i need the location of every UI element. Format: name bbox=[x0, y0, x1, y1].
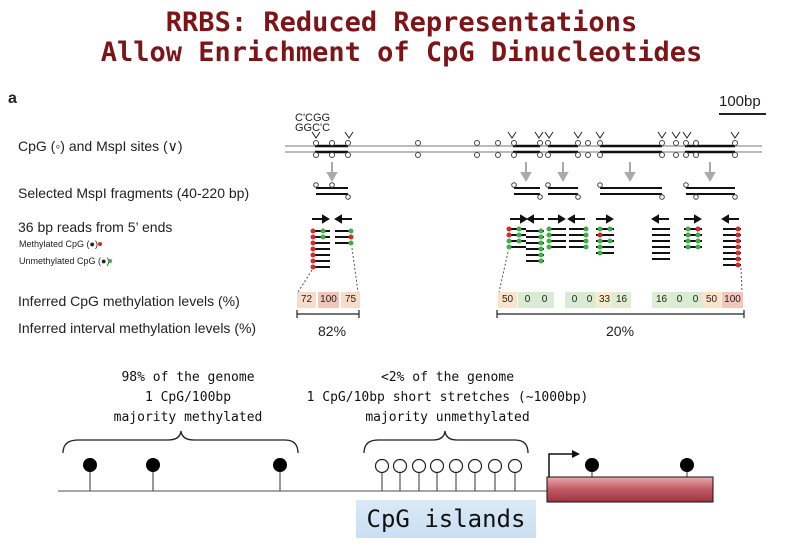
cpg-level-box: 0 bbox=[535, 292, 554, 308]
row-label-reads: 36 bp reads from 5’ ends bbox=[18, 219, 173, 235]
cpg-level-box: 0 bbox=[518, 292, 537, 308]
methylated-cpg-dots bbox=[310, 226, 741, 270]
mspi-site-top: C'CGG bbox=[295, 112, 331, 124]
title-line-2: Allow Enrichment of CpG Dinucleotides bbox=[100, 37, 703, 68]
genome-right-line-2: 1 CpG/10bp short stretches (~1000bp) bbox=[306, 390, 589, 405]
cpg-level-box: 72 bbox=[297, 292, 316, 308]
cpg-level-box: 0 bbox=[670, 292, 689, 308]
read-direction-arrows bbox=[312, 214, 739, 224]
genome-right-line-3: majority unmethylated bbox=[365, 410, 530, 425]
row-label-interval-levels: Inferred interval methylation levels (%) bbox=[18, 320, 257, 336]
legend-methylated-dot bbox=[98, 242, 102, 246]
sequencing-reads bbox=[312, 228, 741, 268]
legend-unmethylated: Unmethylated CpG (●) bbox=[19, 256, 110, 266]
selection-arrows bbox=[326, 162, 716, 183]
tss-arrow-head bbox=[572, 450, 580, 458]
row-label-fragments: Selected MspI fragments (40-220 bp) bbox=[18, 185, 250, 201]
dna-fragment-overlay bbox=[315, 144, 735, 154]
tss-arrow bbox=[548, 453, 574, 478]
gene-body bbox=[546, 476, 714, 503]
interval-left-value: 82% bbox=[318, 323, 347, 339]
selected-fragments bbox=[313, 182, 738, 200]
unmethylated-cpg-heads bbox=[374, 458, 523, 474]
cpg-level-box: 16 bbox=[652, 292, 671, 308]
panel-label: a bbox=[8, 90, 17, 107]
cpg-level-box: 33 bbox=[595, 292, 614, 308]
cpg-level-box: 100 bbox=[318, 292, 339, 308]
cpg-level-box: 100 bbox=[722, 292, 743, 308]
row-label-cpg-levels: Inferred CpG methylation levels (%) bbox=[18, 293, 240, 309]
methylated-cpg-heads bbox=[83, 458, 694, 472]
legend-unmethylated-dot bbox=[108, 259, 112, 263]
interval-brackets bbox=[296, 310, 745, 318]
cpg-level-box: 0 bbox=[686, 292, 705, 308]
mspi-site-bottom: GGC'C bbox=[295, 122, 331, 134]
genome-right-line-1: <2% of the genome bbox=[380, 370, 515, 385]
cpg-level-box: 75 bbox=[341, 292, 360, 308]
dashed-connectors bbox=[297, 247, 743, 293]
cpg-islands-label: CpG islands bbox=[356, 500, 536, 538]
genome-left-line-3: majority methylated bbox=[113, 410, 263, 425]
cpg-level-box: 16 bbox=[612, 292, 631, 308]
genome-braces bbox=[62, 430, 529, 454]
legend-methylated: Methylated CpG (●) bbox=[19, 239, 98, 249]
scale-bar-label: 100bp bbox=[719, 93, 761, 110]
unmethylated-cpg-dots bbox=[320, 226, 701, 264]
cpg-level-box: 0 bbox=[565, 292, 584, 308]
cpg-level-box: 0 bbox=[580, 292, 599, 308]
interval-right-value: 20% bbox=[606, 323, 635, 339]
mspi-site-carets bbox=[311, 131, 740, 139]
title-line-1: RRBS: Reduced Representations bbox=[165, 7, 638, 38]
cpg-site-circles bbox=[313, 140, 738, 158]
row-label-cpg-sites: CpG (◦) and MspI sites (∨) bbox=[18, 138, 183, 154]
genome-left-line-2: 1 CpG/100bp bbox=[144, 390, 232, 405]
cpg-level-box: 50 bbox=[498, 292, 517, 308]
cpg-level-box: 50 bbox=[702, 292, 721, 308]
genome-left-line-1: 98% of the genome bbox=[121, 370, 255, 385]
